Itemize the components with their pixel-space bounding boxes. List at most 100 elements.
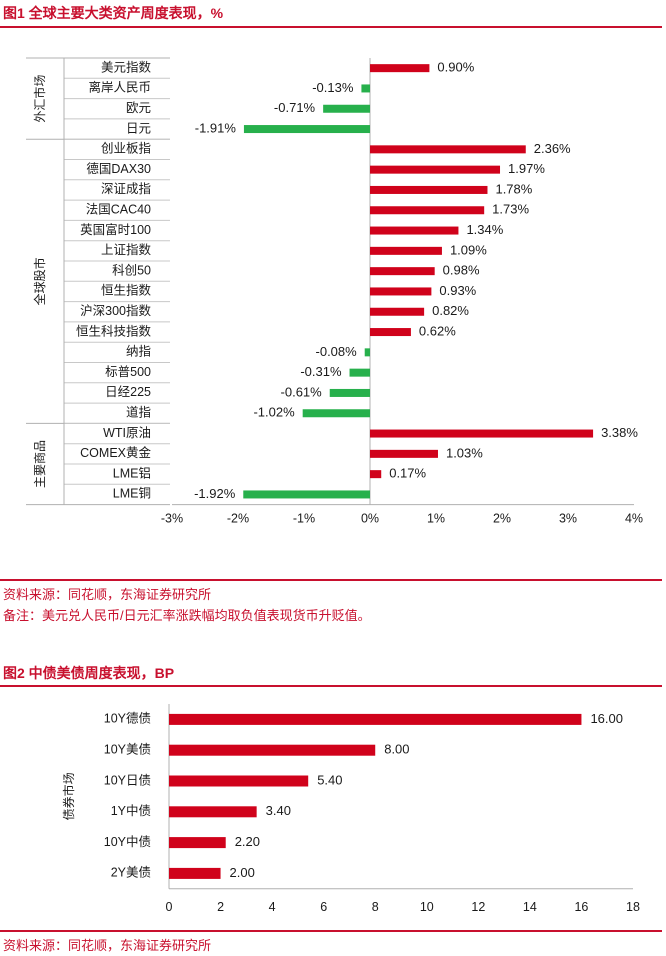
bar [169,837,226,849]
figure1-note: 备注：美元兑人民币/日元汇率涨跌幅均取负值表现货币升贬值。 [3,608,371,623]
bar [370,165,501,174]
x-tick-label: -2% [227,512,249,526]
bar [370,145,526,154]
bar [349,368,370,377]
x-tick-label: 10 [420,900,434,914]
bar [169,867,221,879]
x-tick-label: 2 [217,900,224,914]
bar [329,388,370,397]
figure2-chart: 债券市场 0 2 4 6 8 10 12 14 16 18 10Y德债 16.00 10Y美债 8.00 10… [61,704,640,914]
category-label: 10Y日债 [104,773,151,787]
x-tick-label: 3% [559,512,577,526]
x-tick-label: 14 [523,900,537,914]
value-label: -1.91% [195,120,237,135]
x-tick-label: 6 [320,900,327,914]
category-label: 日元 [126,121,151,135]
group-label: 债券市场 [61,772,76,820]
x-tick-label: 18 [626,900,640,914]
value-label: 0.90% [437,60,474,75]
category-label: 标普500 [105,365,151,379]
x-tick-label: 8 [372,900,379,914]
category-label: 纳指 [126,344,151,359]
category-label: 德国DAX30 [86,161,151,176]
value-label: -0.61% [281,384,323,399]
value-label: 0.93% [439,283,476,298]
bar [302,409,370,418]
x-tick-label: -3% [161,512,183,526]
x-tick-label: 16 [574,900,588,914]
x-tick-label: 0 [166,900,173,914]
value-label: -0.71% [274,100,316,115]
category-label: 日经225 [105,385,151,399]
x-tick-label: 4 [269,900,276,914]
bar [169,713,582,725]
value-label: -0.31% [300,364,342,379]
x-tick-label: 12 [471,900,485,914]
figure2-source: 资料来源：同花顺，东海证券研究所 [3,938,212,953]
value-label: -1.02% [253,405,295,420]
figure1-source: 资料来源：同花顺，东海证券研究所 [3,587,212,602]
bar [169,775,309,787]
value-label: 2.00 [230,865,255,880]
bar [243,490,370,499]
x-tick-label: -1% [293,512,315,526]
bar [370,328,411,337]
category-label: 离岸人民币 [88,80,151,95]
group-label: 全球股市 [32,257,47,305]
category-label: 沪深300指数 [80,303,151,318]
value-label: -0.13% [312,80,354,95]
value-label: 2.20 [235,834,260,849]
figure2-title: 图2 中债美债周度表现，BP [3,665,175,681]
value-label: -1.92% [194,486,236,501]
group-label: 外汇市场 [32,75,47,123]
value-label: 1.09% [450,242,487,257]
figure1-title-rule [0,26,662,28]
value-label: 1.03% [446,445,483,460]
x-tick-label: 0% [361,512,379,526]
value-label: 3.38% [601,425,638,440]
category-label: 道指 [126,405,151,420]
category-label: 恒生科技指数 [76,323,152,338]
category-label: 2Y美债 [111,866,151,880]
category-label: LME铜 [113,486,151,501]
x-tick-label: 1% [427,512,445,526]
category-label: 恒生指数 [101,283,152,298]
bar [370,206,485,215]
category-label: 欧元 [126,101,151,115]
category-label: 科创50 [112,263,151,277]
bar [370,429,594,438]
bar [364,348,370,357]
bar [370,226,459,235]
figure1-title: 图1 全球主要大类资产周度表现，% [3,5,224,21]
figure2-bottom-rule [0,930,662,932]
value-label: 8.00 [384,742,409,757]
category-label: 1Y中债 [111,803,151,818]
bar [370,470,382,479]
value-label: 16.00 [590,711,623,726]
bar [169,744,376,756]
value-label: 5.40 [317,772,342,787]
category-label: WTI原油 [103,426,151,440]
value-label: 0.82% [432,303,469,318]
category-label: 10Y美债 [104,742,151,756]
x-tick-label: 4% [625,512,643,526]
value-label: 1.34% [466,222,503,237]
value-label: 1.97% [508,161,545,176]
figure1-bottom-rule [0,579,662,581]
bar [323,104,370,113]
bar [243,125,370,134]
value-label: 1.78% [495,181,532,196]
value-label: -0.08% [316,344,358,359]
category-label: COMEX黄金 [80,445,151,460]
value-label: 0.98% [443,263,480,278]
category-label: 英国富时100 [80,222,151,237]
bar [370,246,442,255]
bar [169,806,257,818]
category-label: LME铝 [113,465,151,480]
category-label: 上证指数 [101,242,152,257]
bar [370,287,432,296]
category-label: 法国CAC40 [86,203,151,217]
bar [370,307,425,316]
value-label: 0.62% [419,323,456,338]
